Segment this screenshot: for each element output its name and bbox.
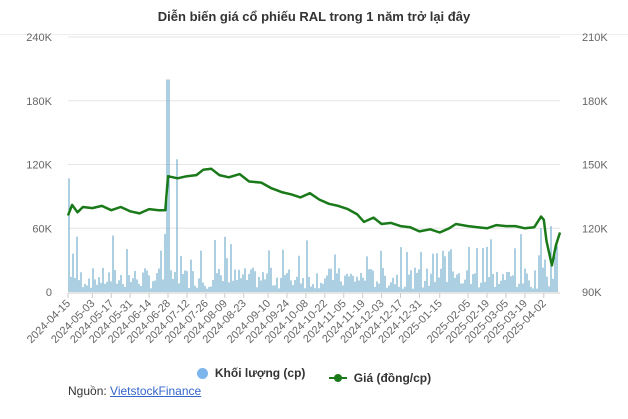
left-tick-label: 180K <box>26 96 52 108</box>
legend-item-price[interactable]: Giá (đồng/cp) <box>328 370 432 385</box>
right-tick-label: 90K <box>582 287 602 299</box>
chart-title: Diễn biến giá cổ phiếu RAL trong 1 năm t… <box>157 9 471 24</box>
left-axis-ticks: 0 60K 120K 180K 240K <box>26 32 52 299</box>
gridlines <box>68 36 560 229</box>
volume-dot-icon <box>196 367 208 379</box>
volume-bars <box>68 79 558 292</box>
left-tick-label: 60K <box>32 223 52 235</box>
left-tick-label: 240K <box>26 32 52 44</box>
legend-price-label: Giá (đồng/cp) <box>353 370 432 385</box>
right-tick-label: 180K <box>582 96 608 108</box>
price-line-marker-icon <box>328 373 347 382</box>
title-divider <box>0 34 628 35</box>
right-tick-label: 150K <box>582 160 608 172</box>
source-prefix: Nguồn: <box>68 384 107 398</box>
right-axis-ticks: 90K 120K 150K 180K 210K <box>582 32 608 299</box>
legend-volume-label: Khối lượng (cp) <box>214 366 306 380</box>
right-tick-label: 120K <box>582 223 608 235</box>
x-axis: 2024-04-152024-05-032024-05-172024-05-31… <box>25 292 560 346</box>
legend-item-volume[interactable]: Khối lượng (cp) <box>196 366 306 380</box>
price-line <box>66 167 562 267</box>
source-link[interactable]: VietstockFinance <box>110 384 202 398</box>
left-tick-label: 120K <box>26 160 52 172</box>
source-note: Nguồn: VietstockFinance <box>68 384 201 398</box>
legend: Khối lượng (cp) Giá (đồng/cp) <box>0 366 628 385</box>
right-tick-label: 210K <box>582 32 608 44</box>
left-tick-label: 0 <box>46 287 52 299</box>
